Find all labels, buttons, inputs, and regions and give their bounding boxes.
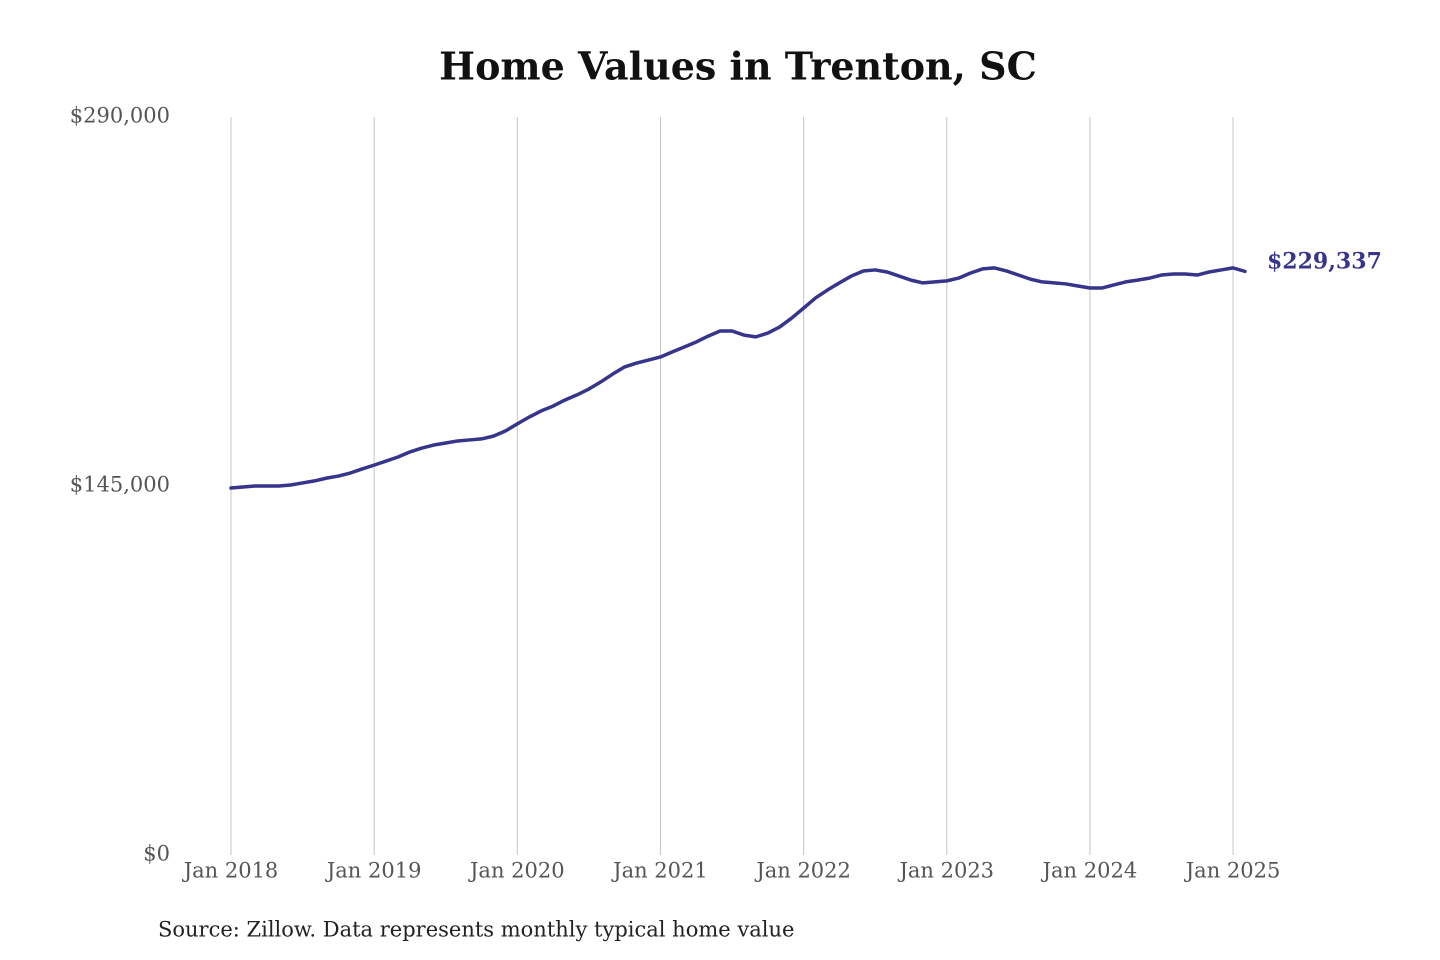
- y-tick-label: $0: [143, 842, 170, 866]
- y-tick-label: $290,000: [70, 104, 170, 128]
- x-tick-label: Jan 2025: [1184, 859, 1281, 883]
- x-tick-label: Jan 2024: [1041, 859, 1138, 883]
- x-tick-label: Jan 2018: [182, 859, 279, 883]
- x-tick-label: Jan 2020: [468, 859, 565, 883]
- source-note: Source: Zillow. Data represents monthly …: [158, 918, 794, 942]
- x-tick-label: Jan 2021: [611, 859, 708, 883]
- y-tick-label: $145,000: [70, 473, 170, 497]
- x-tick-label: Jan 2022: [754, 859, 851, 883]
- line-series: [229, 266, 1247, 490]
- chart-title: Home Values in Trenton, SC: [439, 44, 1037, 89]
- x-tick-label: Jan 2019: [325, 859, 422, 883]
- data-label: $229,337: [1267, 248, 1382, 274]
- x-tick-label: Jan 2023: [897, 859, 994, 883]
